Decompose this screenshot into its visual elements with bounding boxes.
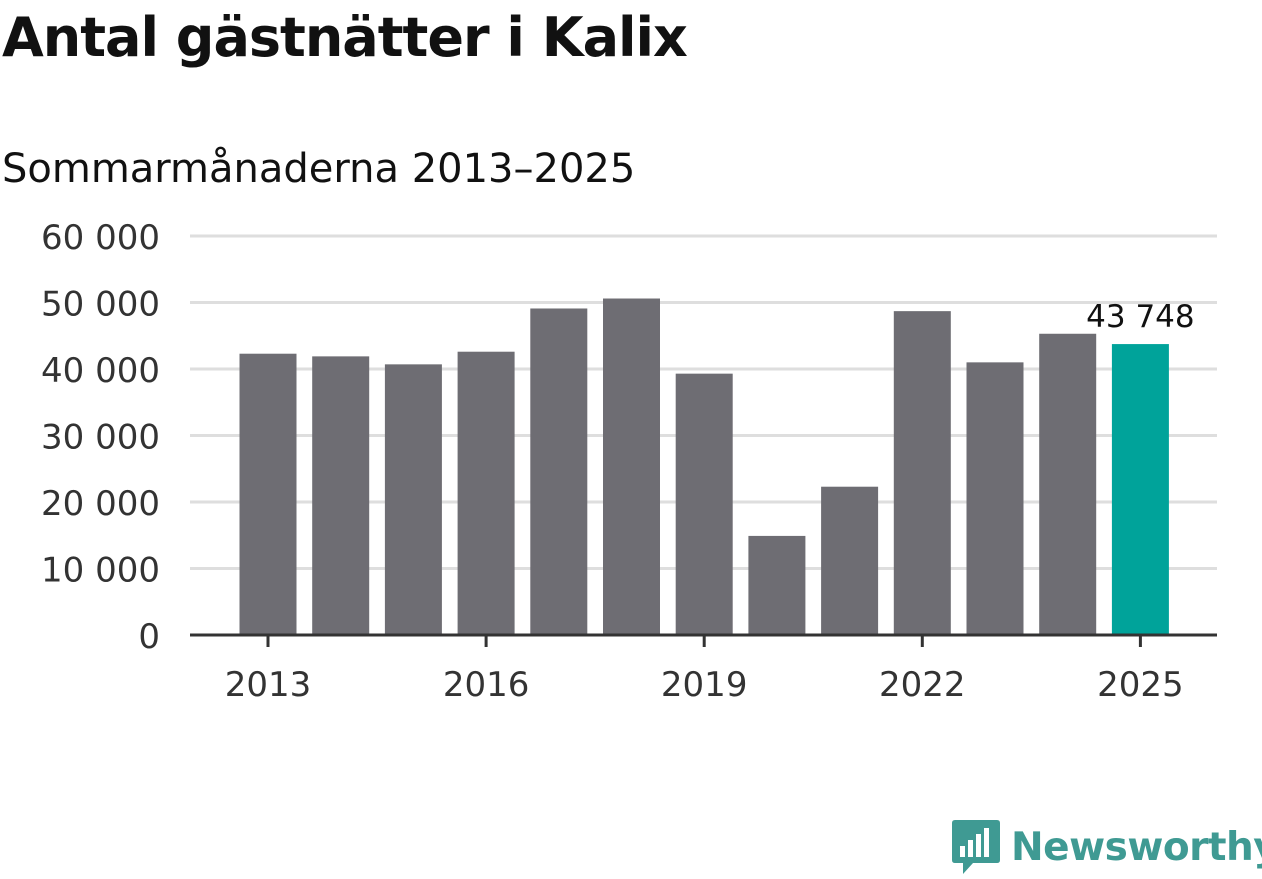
bar-2018 [603, 298, 660, 635]
y-tick-label: 60 000 [41, 218, 160, 258]
bar-2023 [966, 362, 1024, 635]
y-tick-label: 20 000 [41, 484, 160, 524]
y-tick-label: 10 000 [41, 551, 160, 591]
axes [190, 633, 1217, 647]
bar-2016 [457, 351, 515, 635]
bars [239, 298, 1169, 635]
chart-title: Antal gästnätter i Kalix [2, 6, 688, 69]
bar-2024 [1039, 333, 1097, 635]
labels: 0 10 000 20 000 30 000 40 000 50 000 60 000 43 … [41, 218, 1195, 705]
bar-2017 [530, 308, 588, 635]
y-tick-label: 40 000 [41, 351, 160, 391]
bar-2020 [748, 535, 806, 635]
y-tick-label: 30 000 [41, 418, 160, 458]
bar-2021 [821, 486, 879, 635]
y-tick-label: 50 000 [41, 285, 160, 325]
bar-2014 [312, 356, 370, 635]
x-tick-label: 2013 [225, 665, 312, 705]
bar-2019 [675, 373, 733, 635]
newsworthy-logo-icon [952, 820, 1000, 874]
brand-logo: Newsworthy [951, 818, 1262, 876]
x-tick-label: 2022 [879, 665, 966, 705]
bar-2015 [384, 364, 442, 635]
y-tick-label: 0 [138, 617, 160, 657]
bar-2013 [239, 353, 297, 635]
highlight-value-label: 43 748 [1086, 299, 1194, 335]
chart-subtitle: Sommarmånaderna 2013–2025 [2, 146, 636, 192]
brand-name: Newsworthy [1011, 824, 1262, 870]
x-tick-label: 2016 [443, 665, 530, 705]
x-tick-label: 2025 [1097, 665, 1184, 705]
bar-2025 [1111, 344, 1169, 635]
bar-2022 [893, 311, 951, 635]
x-tick-label: 2019 [661, 665, 748, 705]
